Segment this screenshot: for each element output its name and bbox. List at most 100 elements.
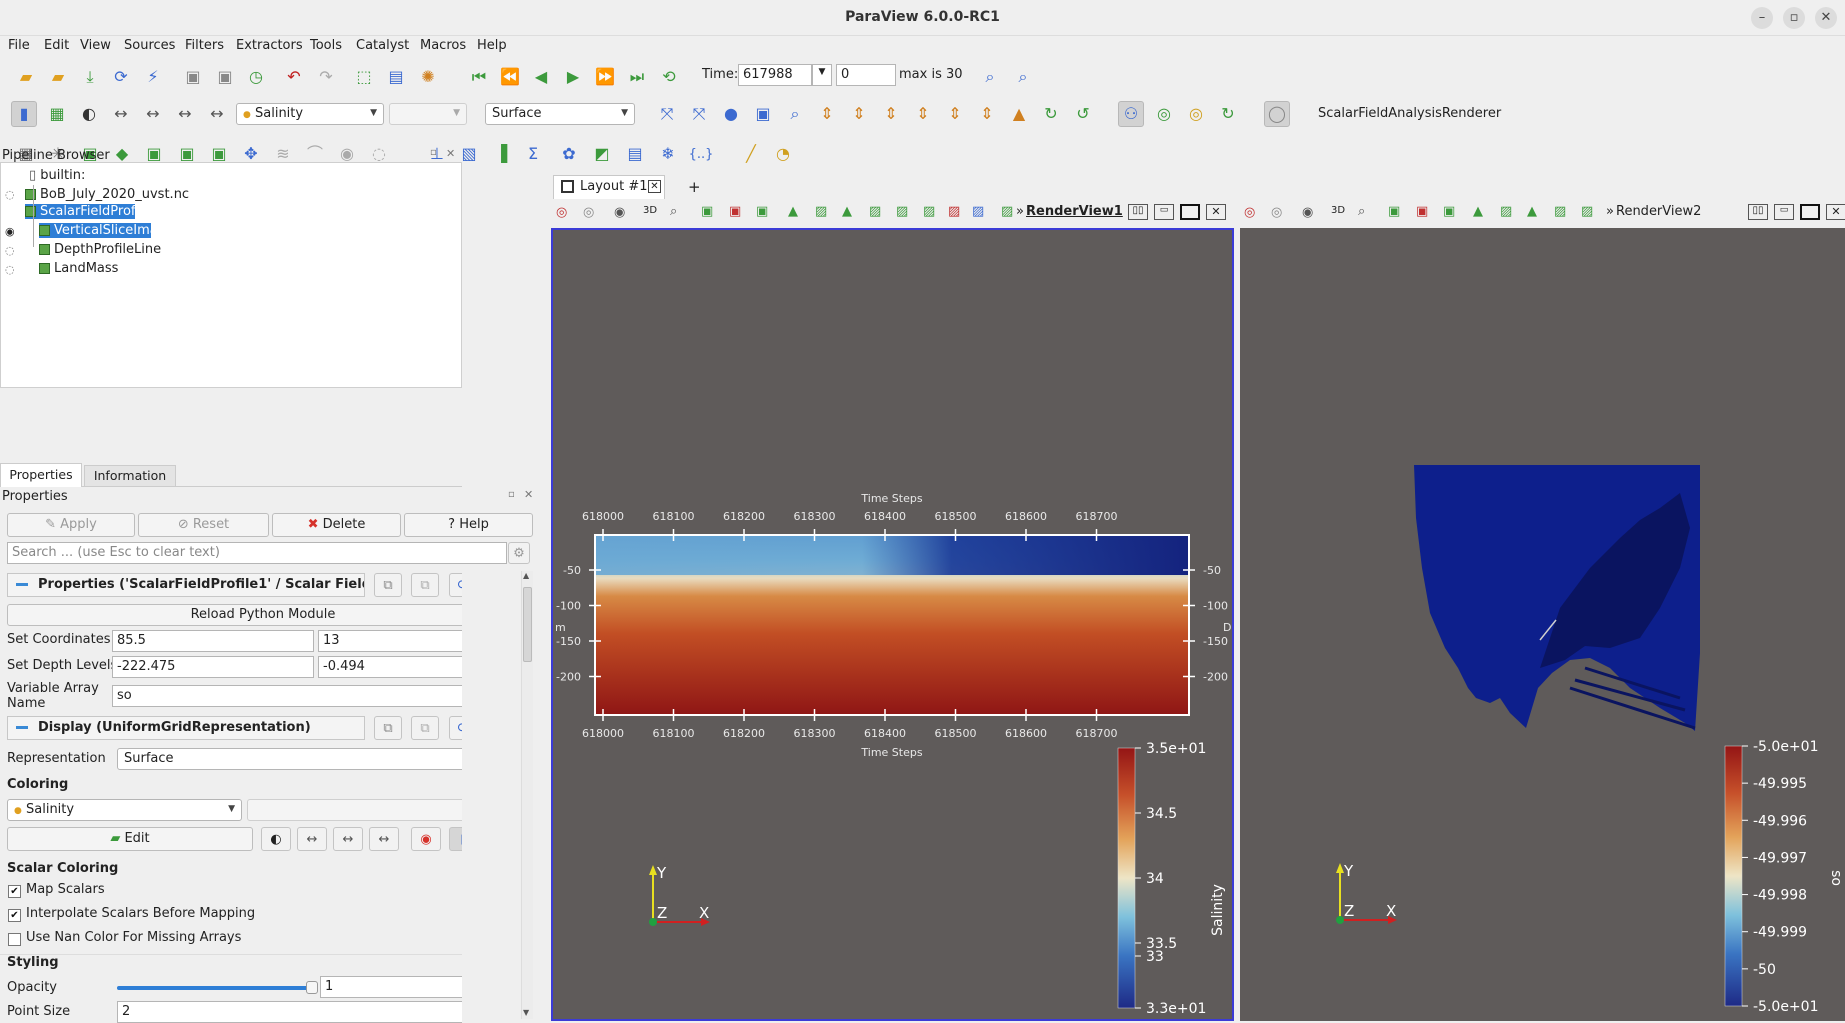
hover-points2-icon[interactable]: ▨ <box>1554 204 1567 219</box>
opacity-slider-handle[interactable] <box>306 981 318 994</box>
capture2-icon[interactable]: ◎ <box>1244 205 1256 220</box>
menu-sources[interactable]: Sources <box>124 38 176 53</box>
pipeline-item-landmass[interactable]: LandMass <box>39 261 118 276</box>
set-view-minus-z-icon[interactable]: ⇕ <box>980 104 994 123</box>
interpolate-checkbox[interactable]: ✔ <box>8 909 21 922</box>
rotate-minus-90-icon[interactable]: ↺ <box>1076 104 1090 123</box>
camera-link-icon[interactable]: ⬚ <box>356 67 372 86</box>
menu-file[interactable]: File <box>8 38 30 53</box>
temporal-stats-icon[interactable]: ▤ <box>627 144 643 163</box>
isometric-view-icon[interactable]: ▲ <box>1012 104 1026 123</box>
hover-cells-icon[interactable]: ▨ <box>896 204 909 219</box>
split-horizontal-icon[interactable]: ▯▯ <box>1128 204 1148 220</box>
zoom-view-icon[interactable]: ⌕ <box>670 204 678 219</box>
rescale-data-range-icon[interactable]: ↔ <box>114 104 128 123</box>
scroll-down-icon[interactable]: ▼ <box>523 1008 530 1017</box>
color-palette-icon[interactable]: ◉ <box>411 827 441 851</box>
render-view-1[interactable]: 618000 618000 618100 618100 618200 618200 6183… <box>551 228 1234 1021</box>
scroll-up-icon[interactable]: ▲ <box>523 571 530 580</box>
menu-help[interactable]: Help <box>477 38 507 53</box>
apply-button[interactable]: ✎ Apply <box>7 513 135 537</box>
rotate-plus-90-icon[interactable]: ↻ <box>1044 104 1058 123</box>
connect-icon[interactable]: ⟳ <box>114 67 128 86</box>
contour-icon[interactable]: ✳ <box>51 144 65 163</box>
split-horizontal2-icon[interactable]: ▯▯ <box>1748 204 1768 220</box>
copy-display-icon[interactable]: ⧉ <box>374 716 402 740</box>
set-view-minus-y-icon[interactable]: ⇕ <box>916 104 930 123</box>
menu-tools[interactable]: Tools <box>310 38 343 53</box>
recent-files-icon[interactable]: ▰ <box>51 67 65 86</box>
coloring-dropdown[interactable]: ● Salinity ▼ <box>7 799 242 821</box>
zoom-view2-icon[interactable]: ⌕ <box>1358 204 1366 219</box>
select-polygon-icon[interactable]: ▲ <box>788 204 798 219</box>
menu-view[interactable]: View <box>80 38 111 53</box>
rescale-custom-icon[interactable]: ↔ <box>146 104 160 123</box>
hover-points-icon[interactable]: ▨ <box>869 204 882 219</box>
interactive-select-icon[interactable]: ▲ <box>842 204 852 219</box>
rescale-temporal-icon[interactable]: ↔ <box>178 104 192 123</box>
variable-array-input[interactable]: so <box>112 685 462 707</box>
time-dropdown[interactable]: ▼ <box>812 64 832 86</box>
light-kit-icon[interactable]: ◯ <box>1264 101 1290 127</box>
hover-cells2-icon[interactable]: ▨ <box>1581 204 1594 219</box>
capture-icon[interactable]: ◎ <box>556 205 568 220</box>
nan-color-checkbox[interactable] <box>8 933 21 946</box>
load-state-icon[interactable]: ▣ <box>217 67 233 86</box>
select-points-icon[interactable]: ▣ <box>729 204 742 219</box>
timestep-spinbox[interactable]: 0 <box>836 64 896 86</box>
depth-1-input[interactable]: -222.475 <box>112 656 314 678</box>
clip-icon[interactable]: ▣ <box>82 144 98 163</box>
render-view-2[interactable]: -5.0e+01 -49.995 -49.996 -49.997 -49.998 -49.… <box>1240 228 1845 1021</box>
coloring-component-dropdown[interactable]: ▼ <box>247 799 462 821</box>
center-axes-icon[interactable]: ◎ <box>1157 104 1171 123</box>
rescale-range-icon[interactable]: ↔ <box>297 827 327 851</box>
select-block2-icon[interactable]: ▨ <box>1500 204 1513 219</box>
restore-display-icon[interactable]: ⟳ <box>449 716 462 740</box>
zoom-box-icon[interactable]: ⌕ <box>790 104 800 123</box>
paste-display-icon[interactable]: ⧉ <box>411 716 439 740</box>
visibility-off-icon[interactable]: ◌ <box>5 188 15 201</box>
disconnect-icon[interactable]: ⚡ <box>147 67 159 86</box>
auto-apply-icon[interactable]: ◷ <box>249 67 263 86</box>
float-properties-icon[interactable]: ▫ <box>508 489 515 500</box>
maximize-view2-icon[interactable] <box>1800 204 1820 220</box>
view-interaction-icon[interactable]: ⚇ <box>1118 101 1144 127</box>
opacity-slider-track[interactable] <box>117 986 312 990</box>
calculator-icon[interactable]: ▦ <box>18 144 34 163</box>
pipeline-item-scalar-field-profile[interactable]: ScalarFieldProfile1 <box>25 204 159 219</box>
paste-icon[interactable]: ⧉ <box>411 573 439 597</box>
toggle-colorbar-icon[interactable]: ▮ <box>11 101 37 127</box>
camera-icon[interactable]: ◉ <box>614 205 626 220</box>
visibility-on-icon[interactable]: ◉ <box>5 225 15 238</box>
loop-icon[interactable]: ⟲ <box>662 67 676 86</box>
set-view-plus-y-icon[interactable]: ⇕ <box>884 104 898 123</box>
camera2-icon[interactable]: ◉ <box>1302 205 1314 220</box>
more-tools-icon[interactable]: » <box>1016 204 1024 219</box>
point-size-input[interactable]: 2 <box>117 1001 462 1023</box>
threshold-icon[interactable]: ▣ <box>146 144 162 163</box>
properties-scrollbar[interactable]: ▲ ▼ <box>521 571 533 1019</box>
maximize-button[interactable]: ▫ <box>1783 7 1805 29</box>
python-calculator-icon[interactable]: ✿ <box>562 144 576 163</box>
reset-camera-icon[interactable]: ⤧ <box>660 104 674 123</box>
extract-subset-icon[interactable]: ▣ <box>179 144 195 163</box>
select-polygon2-icon[interactable]: ▲ <box>1473 204 1483 219</box>
coordinate-1-input[interactable]: 85.5 <box>112 630 314 652</box>
split-vertical-icon[interactable]: ▭ <box>1154 204 1174 220</box>
select-cells-icon[interactable]: ▣ <box>701 204 714 219</box>
more-tools2-icon[interactable]: » <box>1606 204 1614 219</box>
mode-3d-icon[interactable]: 3D <box>643 205 658 216</box>
pipeline-item-file[interactable]: BoB_July_2020_uvst.nc <box>25 187 189 202</box>
edit-colormap-icon[interactable]: ◐ <box>82 104 96 123</box>
snowflake-icon[interactable]: ❄ <box>661 144 675 163</box>
group-datasets-icon[interactable]: ⌒ <box>306 144 323 163</box>
menu-filters[interactable]: Filters <box>185 38 224 53</box>
redo-camera2-icon[interactable]: ◎ <box>1271 205 1283 220</box>
map-scalars-checkbox[interactable]: ✔ <box>8 885 21 898</box>
pick-center-icon[interactable]: ◎ <box>1189 104 1203 123</box>
ruler-icon[interactable]: ╱ <box>746 144 756 163</box>
close-view2-icon[interactable]: ✕ <box>1826 204 1845 220</box>
set-view-minus-x-icon[interactable]: ⇕ <box>852 104 866 123</box>
view1-name[interactable]: RenderView1 <box>1026 204 1123 219</box>
braces-icon[interactable]: {..} <box>688 146 714 162</box>
